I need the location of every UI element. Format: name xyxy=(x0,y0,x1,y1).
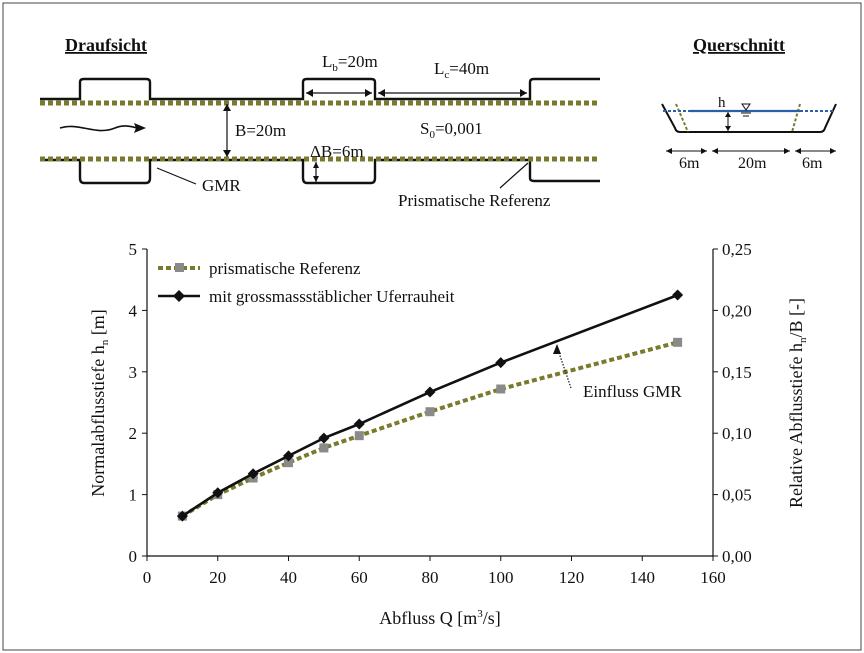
y-tick-label: 2 xyxy=(129,424,138,443)
legend-label-gmr: mit grossmassstäblicher Uferrauheit xyxy=(209,287,455,306)
section-outline xyxy=(661,103,837,133)
x-tick-label: 0 xyxy=(143,568,152,587)
data-point-reference xyxy=(673,337,683,347)
data-point-reference xyxy=(319,443,329,453)
section-title: Querschnitt xyxy=(693,35,785,55)
lb-label: Lb=20m xyxy=(322,52,378,74)
y-axis-title: Normalabflusstiefe hn [m] xyxy=(88,309,111,496)
data-point-gmr xyxy=(424,386,436,398)
legend-marker-reference xyxy=(175,263,184,272)
x-tick-label: 80 xyxy=(422,568,439,587)
y2-tick-label: 0,25 xyxy=(722,240,752,259)
data-point-gmr xyxy=(353,418,365,430)
lc-label: Lc=40m xyxy=(434,59,489,81)
data-point-gmr xyxy=(283,450,294,462)
flow-arrowhead xyxy=(134,123,146,133)
upper-bank-outline xyxy=(40,77,600,101)
data-point-gmr xyxy=(495,357,507,369)
gmr-pointer xyxy=(156,167,197,185)
x-axis-title: Abfluss Q [m3/s] xyxy=(379,608,501,628)
y2-axis-title: Relative Abflusstiefe hn/B [-] xyxy=(786,298,809,508)
data-point-reference xyxy=(425,407,435,417)
data-point-gmr xyxy=(176,510,188,522)
right-berm-label: 6m xyxy=(802,155,823,172)
section-reference-left xyxy=(675,103,689,133)
data-point-gmr xyxy=(318,432,330,444)
annotation-label: Einfluss GMR xyxy=(583,382,682,401)
cross-section: Querschnitt h 6m 20m 6m xyxy=(661,35,837,172)
db-label: ΔB=6m xyxy=(310,142,364,161)
y-tick-label: 1 xyxy=(129,486,138,505)
x-tick-label: 120 xyxy=(559,568,585,587)
y2-tick-label: 0,10 xyxy=(722,424,752,443)
data-point-gmr xyxy=(212,487,224,499)
left-berm-label: 6m xyxy=(679,155,700,172)
annotation-arrowhead xyxy=(553,344,561,354)
depth-label: h xyxy=(718,95,726,111)
main-width-label: 20m xyxy=(738,155,767,172)
prism-label: Prismatische Referenz xyxy=(398,191,551,210)
data-point-gmr xyxy=(247,468,259,480)
chart: 0 20 40 60 80 100 120 140 160 0 1 2 3 4 5 0,00 0,05 0,10 0… xyxy=(88,240,809,628)
y-tick-label: 0 xyxy=(129,547,138,566)
x-tick-label: 100 xyxy=(488,568,514,587)
y2-tick-label: 0,20 xyxy=(722,301,752,320)
lb-dimension-arrows xyxy=(306,89,372,97)
y-tick-label: 3 xyxy=(129,363,138,382)
data-point-reference xyxy=(284,458,293,468)
prism-pointer xyxy=(499,162,529,189)
depth-dimension-arrows xyxy=(725,112,731,131)
db-dimension-arrows xyxy=(313,162,319,182)
legend: prismatische Referenz mit grossmassstäbl… xyxy=(152,253,542,312)
x-tick-label: 20 xyxy=(209,568,226,587)
y2-tick-label: 0,15 xyxy=(722,363,752,382)
y2-tick-label: 0,05 xyxy=(722,486,752,505)
data-point-gmr xyxy=(672,289,684,301)
x-tick-label: 160 xyxy=(700,568,726,587)
plan-view: Draufsicht B=20m Lb=20m Lc=40m S0=0,001 … xyxy=(40,35,600,210)
y-tick-label: 4 xyxy=(129,301,138,320)
y2-tick-label: 0,00 xyxy=(722,547,752,566)
water-level-icon xyxy=(741,103,751,111)
y-tick-label: 5 xyxy=(129,240,138,259)
slope-label: S0=0,001 xyxy=(420,119,483,141)
x-tick-label: 40 xyxy=(280,568,297,587)
chart-ticks: 0 20 40 60 80 100 120 140 160 0 1 2 3 4 5 0,00 0,05 0,10 0… xyxy=(129,240,752,587)
legend-label-reference: prismatische Referenz xyxy=(209,259,361,278)
x-tick-label: 60 xyxy=(351,568,368,587)
data-point-reference xyxy=(354,431,364,441)
data-point-reference xyxy=(496,384,506,394)
legend-marker-gmr xyxy=(173,290,185,302)
plan-title: Draufsicht xyxy=(65,35,147,55)
x-tick-label: 140 xyxy=(630,568,656,587)
width-label: B=20m xyxy=(235,121,286,140)
flow-arrow xyxy=(59,125,139,132)
legend-box xyxy=(152,253,542,312)
lower-bank-outline xyxy=(40,158,600,185)
chart-series xyxy=(176,289,684,522)
gmr-label: GMR xyxy=(202,176,241,195)
